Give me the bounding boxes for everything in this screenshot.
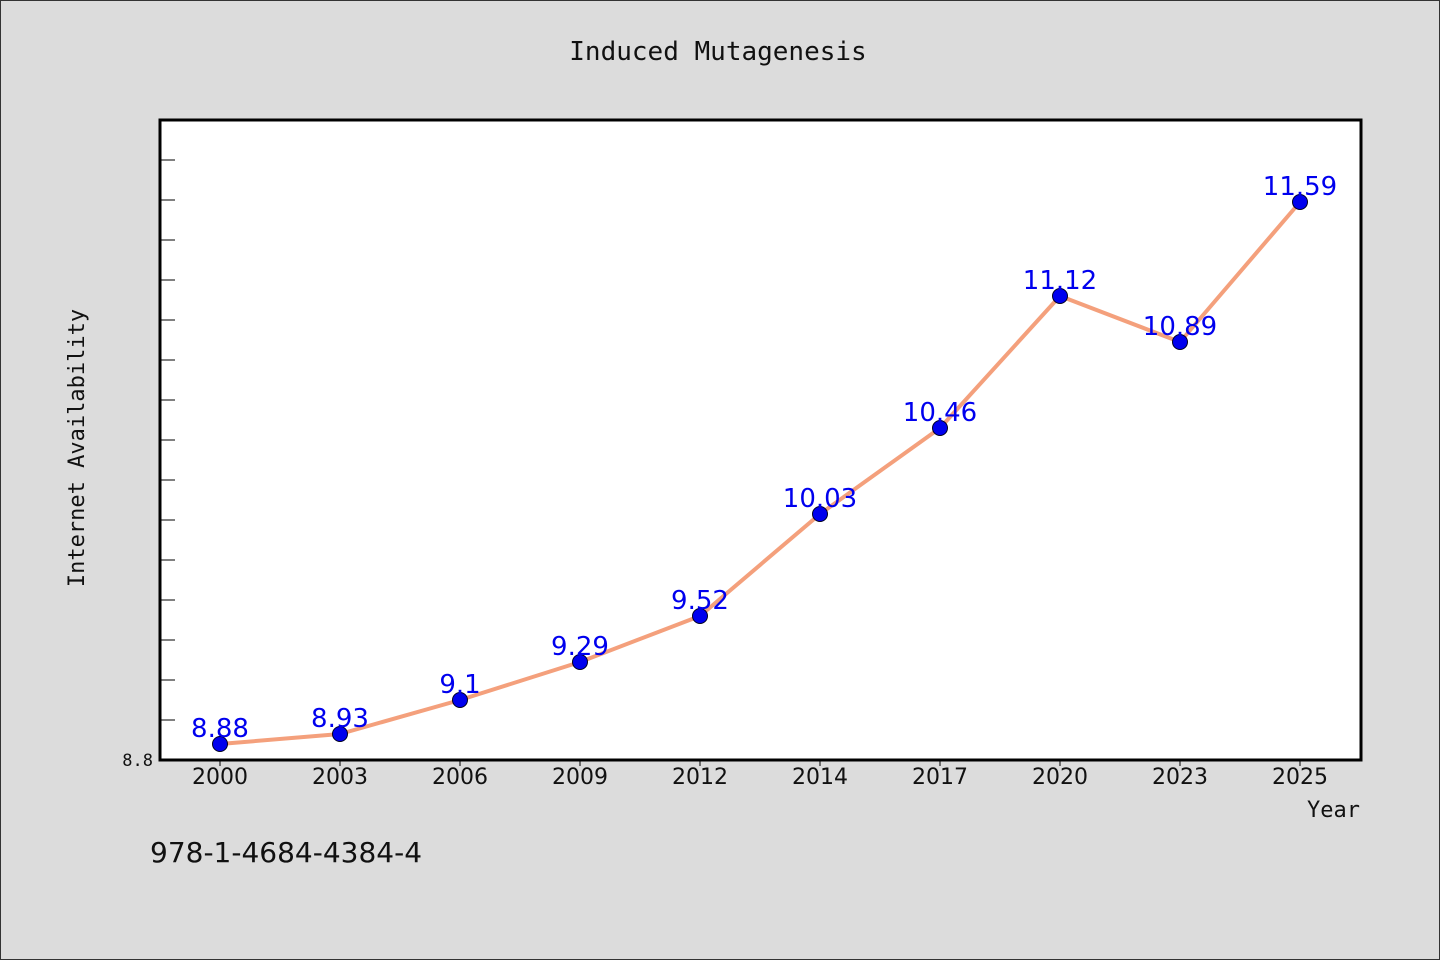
x-tick-label: 2014 xyxy=(792,765,848,790)
data-label: 9.29 xyxy=(551,632,609,662)
x-tick-label: 2006 xyxy=(432,765,488,790)
y-axis-label: Internet Availability xyxy=(65,309,90,587)
data-point xyxy=(332,726,348,742)
x-tick-label: 2020 xyxy=(1032,765,1088,790)
x-tick-label: 2009 xyxy=(552,765,608,790)
data-labels-group: 8.88 8.93 9.1 9.29 9.52 10.03 10.46 11.12 10.89 1… xyxy=(191,172,1337,744)
data-label: 8.93 xyxy=(311,704,369,734)
data-point xyxy=(1052,288,1068,304)
series-line xyxy=(219,200,1302,746)
data-point xyxy=(452,692,468,708)
x-tick-label: 2025 xyxy=(1272,765,1328,790)
x-tick-label: 2023 xyxy=(1152,765,1208,790)
series-group xyxy=(212,194,1308,752)
data-point xyxy=(1172,334,1188,350)
x-tick-label: 2012 xyxy=(672,765,728,790)
x-tick-label: 2017 xyxy=(912,765,968,790)
x-axis-ticks: 2000 2003 2006 2009 2012 2014 2017 2020 2023 2025 xyxy=(192,760,1328,790)
data-label: 11.12 xyxy=(1023,266,1097,296)
data-label: 10.46 xyxy=(903,398,977,428)
chart-title: Induced Mutagenesis xyxy=(569,37,866,67)
data-point xyxy=(1292,194,1308,210)
y-tick-label: 8.8 xyxy=(122,751,153,771)
isbn-text: 978-1-4684-4384-4 xyxy=(150,836,423,869)
data-label: 10.89 xyxy=(1143,312,1217,342)
data-point xyxy=(212,736,228,752)
data-label: 11.59 xyxy=(1263,172,1337,202)
x-tick-label: 2000 xyxy=(192,765,248,790)
data-label: 9.52 xyxy=(671,586,729,616)
y-axis-ticks xyxy=(160,159,175,721)
plot-area xyxy=(158,118,1363,762)
x-tick-label: 2003 xyxy=(312,765,368,790)
data-point xyxy=(572,654,588,670)
data-label: 10.03 xyxy=(783,484,857,514)
data-point xyxy=(692,608,708,624)
data-point xyxy=(932,420,948,436)
x-axis-label: Year xyxy=(1307,798,1360,823)
data-label: 9.1 xyxy=(439,670,480,700)
data-label: 8.88 xyxy=(191,714,249,744)
data-point xyxy=(812,506,828,522)
